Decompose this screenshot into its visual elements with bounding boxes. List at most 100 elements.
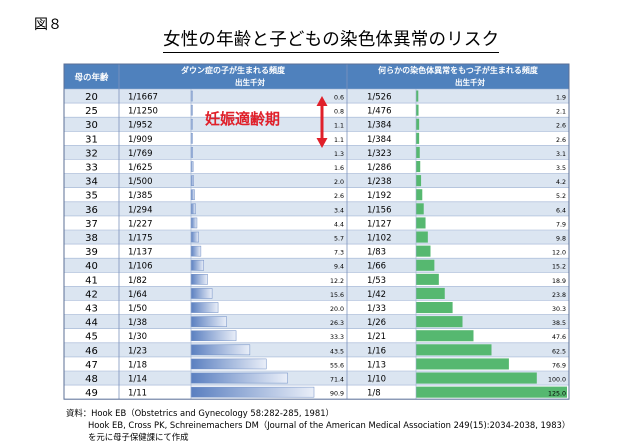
down-value-label: 55.6: [330, 362, 344, 369]
annotation-arrow-head-up: [316, 96, 328, 106]
down-ratio-cell: 1/500: [128, 177, 153, 187]
chart-title: 女性の年齢と子どもの染色体異常のリスク: [163, 26, 500, 53]
chrom-value-label: 125.0: [548, 391, 566, 398]
chrom-ratio-cell: 1/83: [367, 248, 386, 258]
chrom-bar: [416, 330, 474, 342]
down-ratio-cell: 1/294: [128, 205, 153, 215]
down-bar: [190, 161, 194, 172]
down-value-label: 7.3: [334, 250, 344, 257]
chrom-value-label: 23.8: [552, 292, 566, 299]
down-bar: [190, 386, 315, 398]
chrom-bar: [416, 386, 567, 398]
down-ratio-cell: 1/23: [128, 346, 147, 356]
down-value-label: 15.6: [330, 292, 344, 299]
source-line-2: Hook EB, Cross PK, Schreinemachers DM（Jo…: [88, 420, 571, 430]
chrom-value-label: 47.6: [552, 334, 566, 341]
chrom-value-label: 62.5: [552, 348, 566, 355]
down-value-label: 1.1: [334, 137, 344, 144]
down-ratio-cell: 1/18: [128, 360, 147, 370]
down-bar: [190, 288, 213, 299]
table-row-bg: [64, 145, 569, 160]
down-ratio-cell: 1/909: [128, 135, 153, 145]
chrom-value-label: 38.5: [552, 320, 566, 327]
down-value-label: 2.6: [334, 193, 344, 200]
chrom-bar: [416, 372, 537, 384]
table-row-bg: [64, 230, 569, 245]
chrom-value-label: 76.9: [552, 362, 566, 369]
chrom-value-label: 1.9: [556, 95, 566, 102]
chrom-bar: [416, 90, 419, 102]
age-cell: 34: [85, 177, 98, 188]
table-row-bg: [64, 159, 569, 174]
annotation-arrow-head-down: [316, 138, 328, 148]
chrom-ratio-cell: 1/66: [367, 262, 386, 272]
table-row-bg: [64, 244, 569, 259]
table-header-bg: [64, 64, 569, 89]
table-row-bg: [64, 201, 569, 216]
down-ratio-cell: 1/769: [128, 149, 153, 159]
down-value-label: 12.2: [330, 278, 344, 285]
age-cell: 20: [85, 92, 98, 103]
chrom-value-label: 2.6: [556, 123, 566, 130]
chrom-value-label: 6.4: [556, 207, 566, 214]
header-chrom-title: 何らかの染色体異常をもつ子が生まれる頻度: [378, 65, 539, 75]
chrom-bar: [416, 104, 419, 116]
source-line-1: 資料：Hook EB（Obstetrics and Gynecology 58:…: [66, 408, 334, 418]
chrom-value-label: 7.9: [556, 221, 566, 228]
chrom-ratio-cell: 1/526: [367, 93, 392, 103]
down-value-label: 1.6: [334, 165, 344, 172]
table-row-bg: [64, 272, 569, 287]
down-value-label: 1.1: [334, 123, 344, 130]
down-ratio-cell: 1/14: [128, 375, 147, 385]
age-cell: 39: [85, 247, 98, 258]
down-ratio-cell: 1/625: [128, 163, 153, 173]
down-value-label: 71.4: [330, 377, 344, 384]
down-value-label: 0.6: [334, 95, 344, 102]
age-cell: 40: [85, 261, 98, 272]
down-bar: [190, 316, 227, 327]
down-value-label: 9.4: [334, 264, 344, 271]
table-row-bg: [64, 103, 569, 118]
chrom-value-label: 30.3: [552, 306, 566, 313]
down-value-label: 4.4: [334, 221, 344, 228]
down-value-label: 1.3: [334, 151, 344, 158]
header-age: 母の年齢: [74, 72, 109, 83]
chrom-bar: [416, 358, 509, 370]
chrom-bar: [416, 118, 420, 130]
chrom-ratio-cell: 1/384: [367, 135, 392, 145]
chrom-bar: [416, 217, 426, 229]
chrom-bar: [416, 161, 421, 173]
chrom-value-label: 100.0: [548, 377, 566, 384]
down-value-label: 26.3: [330, 320, 344, 327]
down-value-label: 0.8: [334, 109, 344, 116]
figure-label: 図８: [34, 17, 62, 33]
chrom-value-label: 4.2: [556, 179, 566, 186]
down-bar: [190, 330, 237, 342]
age-cell: 35: [85, 191, 98, 202]
down-bar: [190, 372, 288, 384]
source-line-3: を元に母子保健課にて作成: [88, 432, 189, 442]
table-row-bg: [64, 258, 569, 273]
age-cell: 44: [85, 318, 98, 329]
chrom-ratio-cell: 1/53: [367, 276, 386, 286]
chrom-ratio-cell: 1/238: [367, 177, 392, 187]
down-ratio-cell: 1/952: [128, 121, 153, 131]
chrom-ratio-cell: 1/127: [367, 219, 392, 229]
down-ratio-cell: 1/11: [128, 389, 147, 399]
chrom-value-label: 18.9: [552, 278, 566, 285]
down-ratio-cell: 1/106: [128, 262, 153, 272]
chrom-bar: [416, 287, 445, 299]
chrom-bar: [416, 203, 424, 215]
chrom-ratio-cell: 1/33: [367, 304, 386, 314]
header-chrom-sub: 出生千対: [455, 77, 485, 87]
chrom-ratio-cell: 1/21: [367, 332, 386, 342]
chrom-ratio-cell: 1/156: [367, 205, 392, 215]
chrom-bar: [416, 245, 431, 257]
chrom-ratio-cell: 1/192: [367, 191, 392, 201]
down-bar: [190, 302, 219, 313]
table-row-bg: [64, 215, 569, 230]
age-cell: 25: [85, 106, 98, 117]
age-cell: 33: [85, 163, 98, 174]
table-row-bg: [64, 117, 569, 132]
